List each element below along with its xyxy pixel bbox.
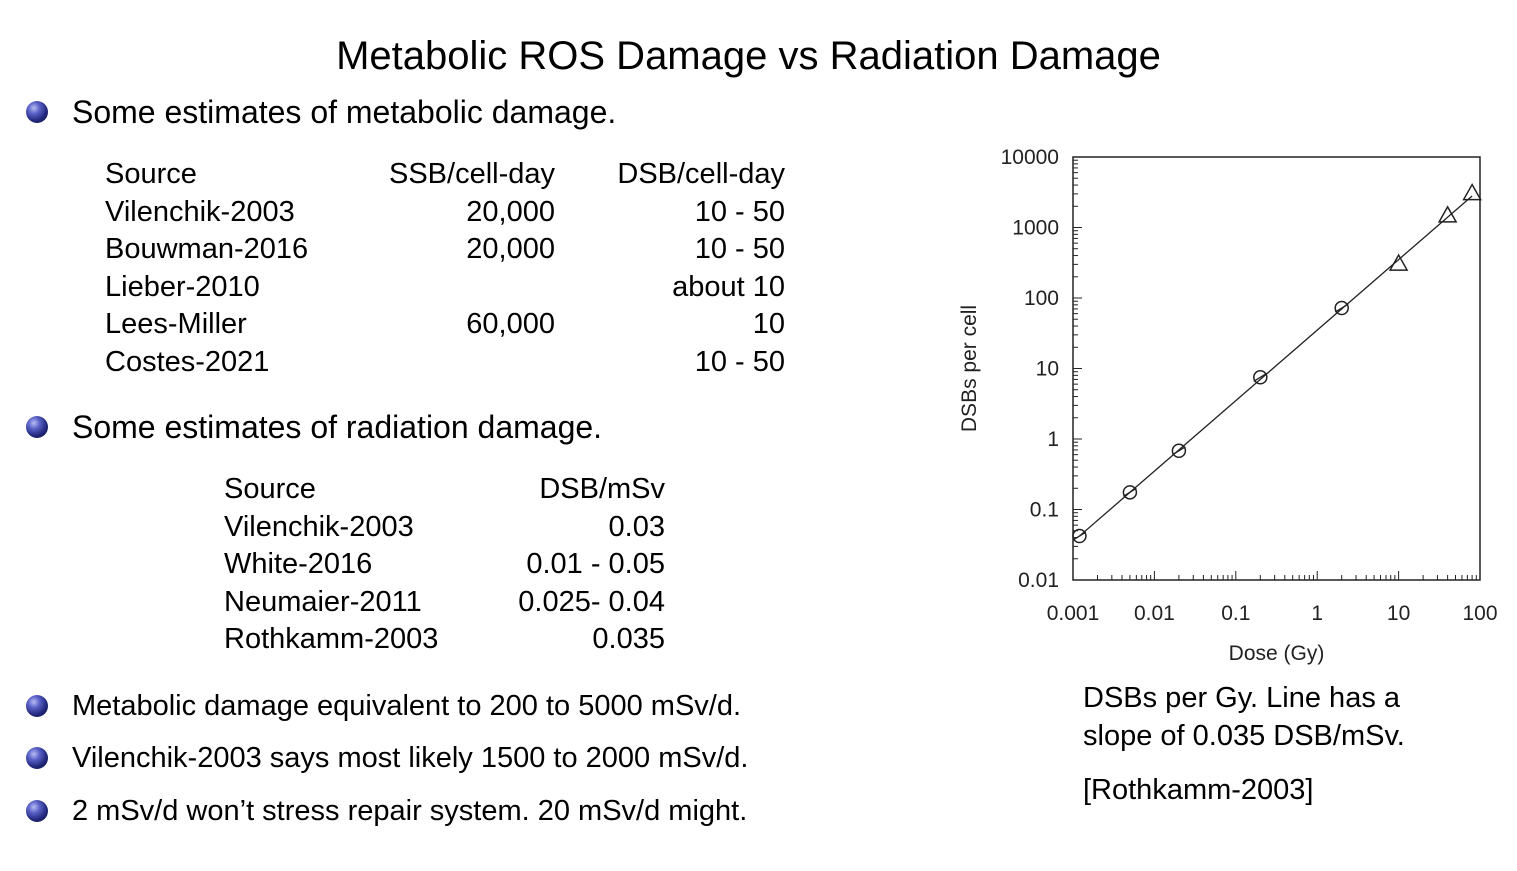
table-cell: 0.03 <box>608 510 665 543</box>
data-point-circle <box>1253 370 1268 385</box>
table-row: Lieber-2010 about 10 <box>105 269 785 307</box>
bullet-text: Metabolic damage equivalent to 200 to 50… <box>72 690 742 722</box>
point-circle-marker <box>1334 300 1349 316</box>
table-cell: Lieber-2010 <box>105 270 260 303</box>
bullet-text: Vilenchik-2003 says most likely 1500 to … <box>72 742 749 774</box>
bullet-metabolic: Some estimates of metabolic damage. <box>26 92 617 132</box>
plot-frame <box>1072 156 1481 581</box>
table-cell: 0.035 <box>592 623 665 656</box>
table-header-row: Source DSB/mSv <box>224 471 665 509</box>
table-cell: 60,000 <box>466 308 555 341</box>
table-header-cell: DSB/mSv <box>539 473 665 505</box>
table-header-cell: DSB/cell-day <box>617 158 785 190</box>
point-cross-mark <box>1072 531 1087 541</box>
bullet-dot-icon <box>26 101 48 123</box>
table-row: White-2016 0.01 - 0.05 <box>224 546 665 584</box>
bullet-repair-system: 2 mSv/d won’t stress repair system. 20 m… <box>26 792 748 830</box>
table-row: Vilenchik-2003 20,000 10 - 50 <box>105 194 785 232</box>
table-cell: 10 - 50 <box>694 195 785 228</box>
y-tick-label: 0.01 <box>1018 569 1059 592</box>
table-header-row: Source SSB/cell-day DSB/cell-day <box>105 156 785 194</box>
table-row: Lees-Miller 60,000 10 <box>105 306 785 344</box>
point-circle-marker <box>1122 485 1138 500</box>
point-cross-mark <box>1334 303 1349 313</box>
point-circle-marker <box>1171 443 1187 459</box>
data-point-circle <box>1122 485 1138 500</box>
table-header-cell: Source <box>224 473 316 505</box>
y-tick-label: 100 <box>1024 287 1059 310</box>
x-tick-label: 0.001 <box>1047 602 1100 625</box>
x-tick-label: 10 <box>1387 602 1410 625</box>
y-tick-label: 10 <box>1036 358 1059 381</box>
y-axis-label: DSBs per cell <box>958 305 981 432</box>
table-cell: White-2016 <box>224 548 373 581</box>
table-cell: 20,000 <box>466 195 555 228</box>
table-header-cell: Source <box>105 158 197 190</box>
data-point-triangle <box>1462 183 1482 201</box>
table-cell: about 10 <box>672 270 785 303</box>
table-cell: 10 <box>752 308 785 341</box>
y-tick-label: 0.1 <box>1030 499 1059 522</box>
bullet-vilenchik-estimate: Vilenchik-2003 says most likely 1500 to … <box>26 739 749 777</box>
bullet-dot-icon <box>26 416 48 438</box>
metabolic-table: Source SSB/cell-day DSB/cell-day Vilench… <box>105 156 785 382</box>
table-cell: Costes-2021 <box>105 345 270 378</box>
data-point-circle <box>1334 300 1349 316</box>
data-point-triangle <box>1437 205 1458 223</box>
table-cell: 20,000 <box>466 233 555 266</box>
bullet-text: Some estimates of metabolic damage. <box>72 94 617 130</box>
chart-reference: [Rothkamm-2003] <box>1083 774 1314 806</box>
point-cross-mark <box>1123 487 1137 497</box>
page-title: Metabolic ROS Damage vs Radiation Damage <box>336 34 1161 78</box>
table-header-cell: SSB/cell-day <box>388 158 555 190</box>
y-tick-label: 10000 <box>1001 146 1059 169</box>
table-row: Rothkamm-2003 0.035 <box>224 621 665 659</box>
chart-caption-line-2: slope of 0.035 DSB/mSv. <box>1083 720 1405 752</box>
x-axis-label: Dose (Gy) <box>1229 642 1325 665</box>
bullet-text: 2 mSv/d won’t stress repair system. 20 m… <box>72 795 748 827</box>
table-cell: Neumaier-2011 <box>224 585 422 618</box>
bullet-dot-icon <box>26 747 48 769</box>
table-cell: 0.025- 0.04 <box>518 585 665 618</box>
x-tick-label: 0.01 <box>1134 602 1175 625</box>
radiation-table: Source DSB/mSv Vilenchik-2003 0.03 White… <box>224 471 665 659</box>
chart-caption-line-1: DSBs per Gy. Line has a <box>1083 682 1401 714</box>
table-row: Bouwman-2016 20,000 10 - 50 <box>105 231 785 269</box>
point-cross-mark <box>1253 372 1268 382</box>
bullet-text: Some estimates of radiation damage. <box>72 409 603 445</box>
bullet-metabolic-equivalent: Metabolic damage equivalent to 200 to 50… <box>26 687 742 725</box>
table-cell: Rothkamm-2003 <box>224 623 439 656</box>
point-circle-marker <box>1072 528 1087 544</box>
data-point-circle <box>1072 528 1087 544</box>
x-tick-label: 1 <box>1311 602 1323 625</box>
table-row: Neumaier-2011 0.025- 0.04 <box>224 584 665 622</box>
point-circle-marker <box>1253 370 1268 385</box>
bullet-radiation: Some estimates of radiation damage. <box>26 407 603 447</box>
bullet-dot-icon <box>26 800 48 822</box>
table-cell: Bouwman-2016 <box>105 233 309 266</box>
y-tick-label: 1000 <box>1012 217 1059 240</box>
table-cell: 10 - 50 <box>694 345 785 378</box>
point-cross-mark <box>1172 446 1186 456</box>
table-cell <box>355 344 555 382</box>
table-cell: Vilenchik-2003 <box>105 195 295 228</box>
fit-line <box>1079 195 1473 537</box>
table-cell: Vilenchik-2003 <box>224 510 414 543</box>
dsb-dose-chart: 0.001 0.01 0.1 1 10 100 0.01 0.1 1 10 100 1000 10000… <box>958 146 1498 665</box>
x-tick-label: 0.1 <box>1221 602 1250 625</box>
table-row: Costes-2021 10 - 50 <box>105 344 785 382</box>
table-cell <box>355 269 555 307</box>
x-tick-label: 100 <box>1462 602 1497 625</box>
y-tick-label: 1 <box>1047 428 1059 451</box>
data-point-circle <box>1171 443 1187 459</box>
bullet-dot-icon <box>26 695 48 717</box>
table-cell: 0.01 - 0.05 <box>526 548 665 581</box>
table-row: Vilenchik-2003 0.03 <box>224 509 665 547</box>
table-cell: Lees-Miller <box>105 308 247 341</box>
data-point-triangle <box>1388 253 1409 271</box>
table-cell: 10 - 50 <box>694 233 785 266</box>
